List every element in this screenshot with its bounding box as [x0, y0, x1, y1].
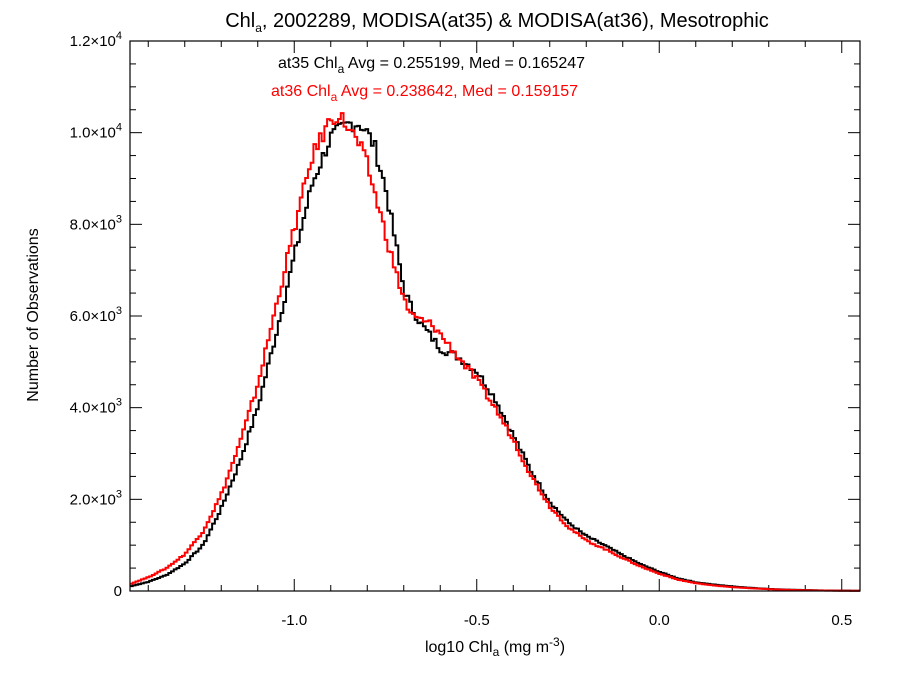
chart-title: Chla, 2002289, MODISA(at35) & MODISA(at3…	[225, 10, 769, 35]
annotation-at36-prefix: at36 Chl	[271, 83, 331, 100]
y-tick-label: 6.0×103	[70, 305, 122, 325]
series-line-at36	[130, 112, 860, 592]
x-axis-label: log10 Chla (mg m-3)	[425, 635, 565, 659]
y-tick-label-exp: 3	[116, 213, 122, 225]
x-tick-label: -0.5	[464, 612, 490, 629]
y-tick-label-base: 8.0×10	[70, 216, 116, 233]
series-layer	[130, 112, 860, 592]
y-tick-label-exp: 4	[116, 30, 122, 42]
y-tick-label-base: 4.0×10	[70, 400, 116, 417]
y-tick-label-base: 6.0×10	[70, 308, 116, 325]
x-axis-label-rest: (mg m	[499, 639, 549, 656]
y-tick-label-exp: 4	[116, 122, 122, 134]
x-tick-label: -1.0	[281, 612, 307, 629]
y-tick-label-base: 2.0×10	[70, 491, 116, 508]
annotation-at36: at36 Chla Avg = 0.238642, Med = 0.159157	[271, 83, 578, 104]
y-tick-label-base: 0	[114, 583, 122, 600]
y-tick-label-exp: 3	[116, 397, 122, 409]
y-tick-label-base: 1.0×10	[70, 125, 116, 142]
y-tick-label-exp: 3	[116, 305, 122, 317]
chart-title-rest: , 2002289, MODISA(at35) & MODISA(at36), …	[262, 10, 769, 32]
y-tick-label: 1.0×104	[70, 122, 122, 142]
x-axis-label-sub: a	[493, 645, 500, 659]
chart-title-main: Chl	[225, 10, 255, 32]
x-axis-label-sup: -3	[549, 635, 560, 649]
chart-title-sub: a	[255, 21, 262, 35]
y-tick-label: 8.0×103	[70, 213, 122, 233]
y-tick-label-exp: 3	[116, 488, 122, 500]
y-axis-label: Number of Observations	[25, 228, 42, 401]
ticks-layer: -1.0 -0.5 0.0 0.502.0×1034.0×1036.0×1038.0×…	[70, 30, 860, 629]
annotation-at36-sub: a	[331, 90, 338, 104]
y-tick-label: 0	[114, 583, 122, 600]
annotation-at36-text: Avg = 0.238642, Med = 0.159157	[337, 83, 578, 100]
x-tick-label: 0.5	[831, 612, 852, 629]
annotation-at35-sub: a	[338, 62, 345, 76]
x-axis-label-main: log10 Chl	[425, 639, 493, 656]
y-tick-label-base: 1.2×10	[70, 33, 116, 50]
annotation-at35: at35 Chla Avg = 0.255199, Med = 0.165247	[278, 55, 585, 76]
y-tick-label: 2.0×103	[70, 488, 122, 508]
annotation-at35-prefix: at35 Chl	[278, 55, 338, 72]
x-tick-label: 0.0	[649, 612, 670, 629]
series-line-at35	[130, 121, 860, 592]
y-tick-label: 1.2×104	[70, 30, 122, 50]
annotation-at35-text: Avg = 0.255199, Med = 0.165247	[344, 55, 585, 72]
y-tick-label: 4.0×103	[70, 397, 122, 417]
x-axis-label-tail: )	[560, 639, 565, 656]
plot-frame	[129, 40, 861, 592]
